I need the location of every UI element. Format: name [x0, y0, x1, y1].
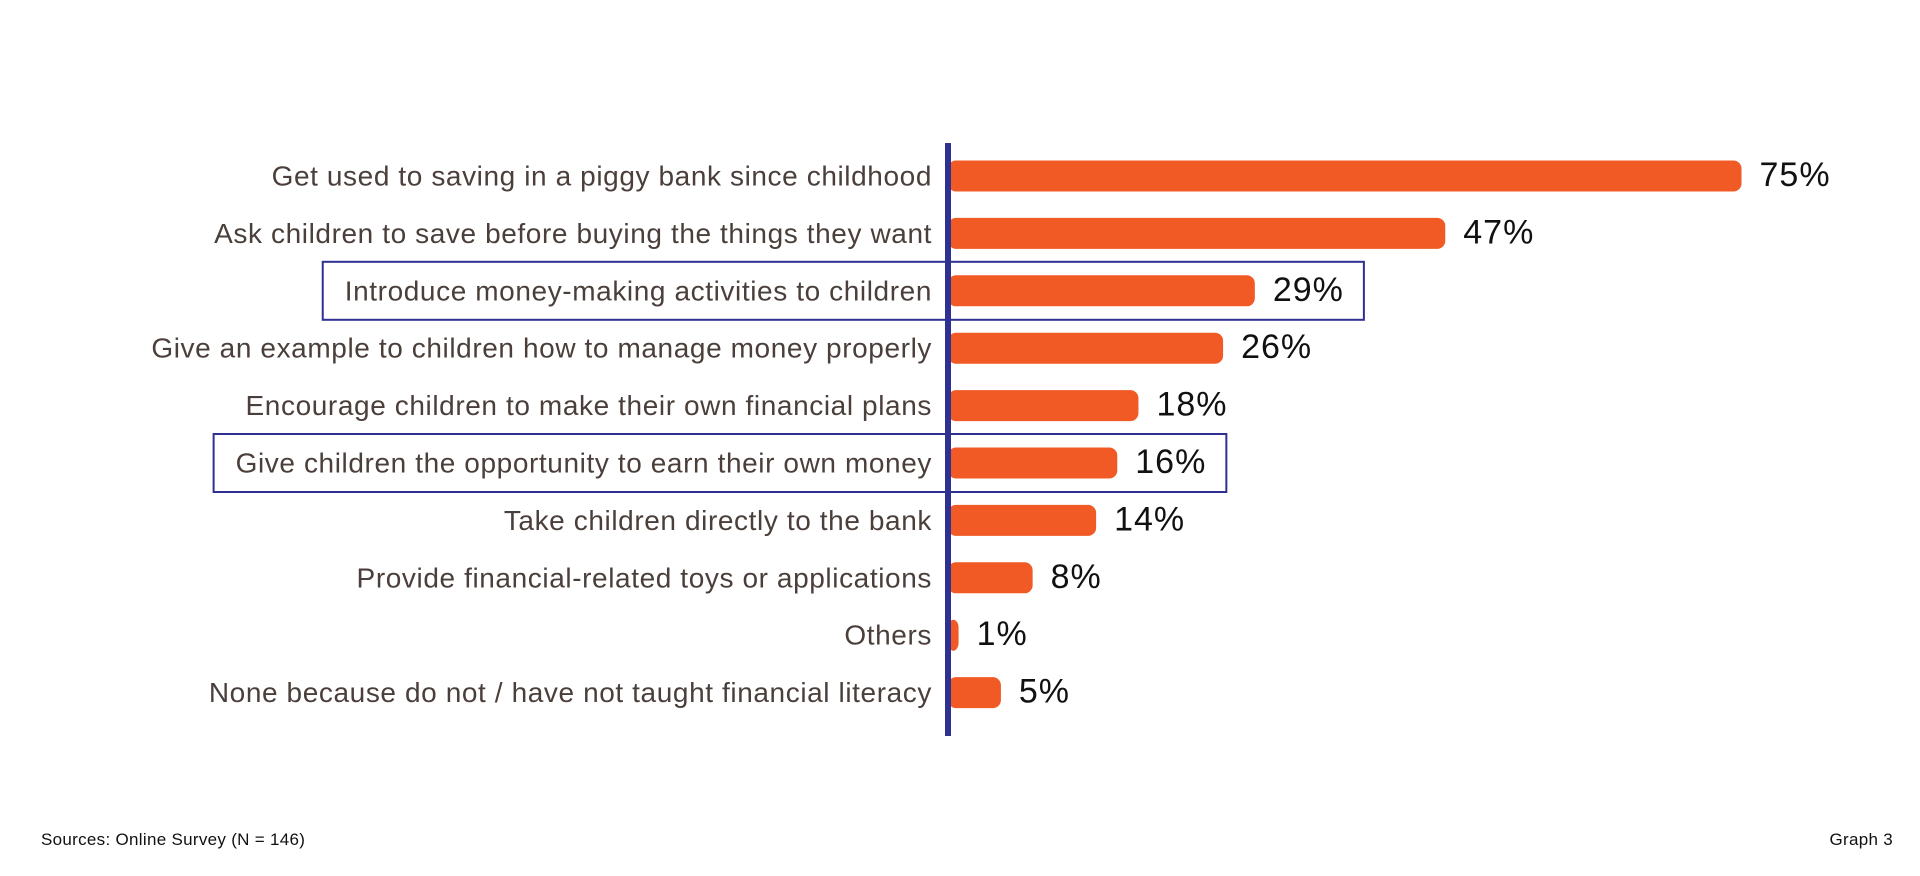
- category-label-7: Take children directly to the bank: [504, 505, 933, 536]
- category-label-9: Others: [844, 620, 932, 651]
- category-label-10: None because do not / have not taught fi…: [209, 677, 932, 708]
- category-label-2: Ask children to save before buying the t…: [214, 218, 932, 249]
- bar-10: [948, 677, 1001, 709]
- category-label-6: Give children the opportunity to earn th…: [236, 448, 932, 479]
- bar-7: [948, 504, 1097, 536]
- value-label-2: 47%: [1463, 213, 1534, 251]
- category-labels-group: Get used to saving in a piggy bank since…: [151, 161, 933, 709]
- value-label-7: 14%: [1114, 500, 1185, 538]
- value-label-8: 8%: [1051, 558, 1102, 596]
- bar-5: [948, 390, 1139, 422]
- value-label-4: 26%: [1241, 328, 1312, 366]
- highlight-boxes: [212, 260, 1365, 493]
- value-label-10: 5%: [1019, 673, 1070, 711]
- graph-label: Graph 3: [1829, 830, 1893, 849]
- value-label-6: 16%: [1135, 443, 1206, 481]
- category-label-3: Introduce money-making activities to chi…: [345, 275, 932, 306]
- bar-4: [948, 332, 1224, 364]
- highlight-box-6: [212, 433, 1228, 493]
- bar-2: [948, 217, 1446, 249]
- bar-6: [948, 447, 1118, 479]
- highlight-box-3: [321, 260, 1365, 321]
- category-label-1: Get used to saving in a piggy bank since…: [272, 161, 932, 192]
- bar-1: [948, 160, 1742, 192]
- source-note: Sources: Online Survey (N = 146): [41, 830, 306, 849]
- bars-group: [948, 160, 1742, 709]
- value-labels-group: 75% 47% 29% 26% 18% 16% 14% 8% 1% 5%: [977, 156, 1831, 711]
- bar-3: [948, 275, 1255, 307]
- value-label-3: 29%: [1273, 271, 1344, 309]
- value-label-5: 18%: [1156, 386, 1227, 424]
- bar-8: [948, 562, 1033, 594]
- category-label-8: Provide financial-related toys or applic…: [357, 562, 932, 593]
- category-label-5: Encourage children to make their own fin…: [246, 390, 932, 421]
- category-label-4: Give an example to children how to manag…: [151, 333, 932, 364]
- value-label-1: 75%: [1760, 156, 1831, 194]
- value-label-9: 1%: [977, 615, 1028, 653]
